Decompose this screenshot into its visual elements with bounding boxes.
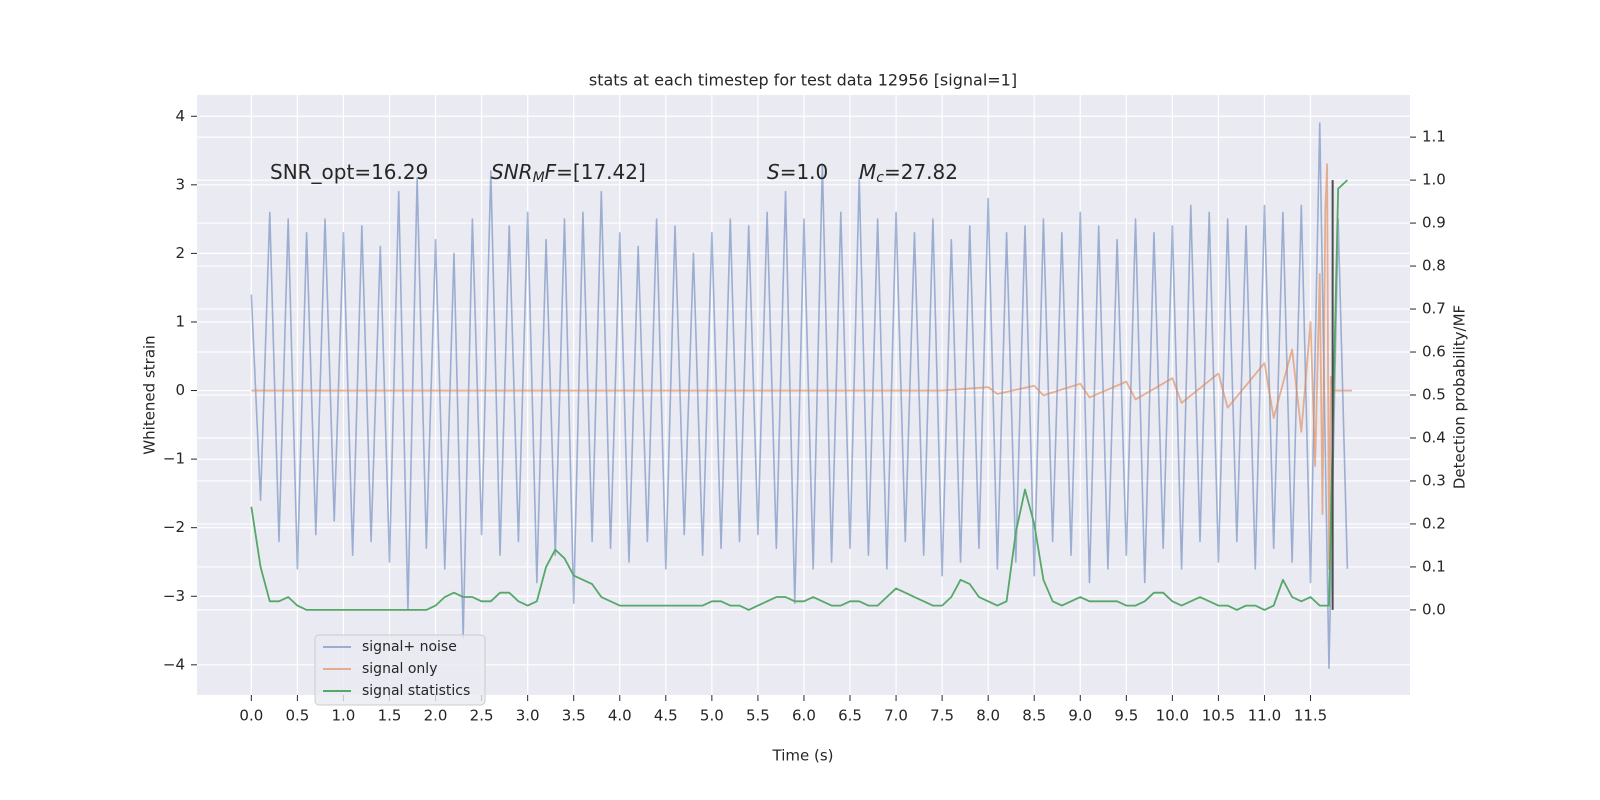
x-tick-label: 7.5 [930,707,954,725]
series-line [250,122,1349,670]
annotation-run: =[17.42] [556,160,646,184]
y-tick-label: −2 [163,518,185,536]
chart-title: stats at each timestep for test data 129… [589,71,1017,90]
y2-tick-label: 0.7 [1422,300,1446,318]
x-tick-label: 9.0 [1068,707,1092,725]
x-tick-label: 6.5 [838,707,862,725]
x-tick-label: 2.0 [424,707,448,725]
x-tick-label: 8.5 [1022,707,1046,725]
x-tick-label: 9.5 [1114,707,1138,725]
x-tick-label: 8.0 [976,707,1000,725]
annotation: SNR_opt=16.29 [270,160,428,184]
y-tick-label: −4 [163,655,185,673]
x-tick-label: 2.5 [470,707,494,725]
x-tick-label: 10.0 [1156,707,1189,725]
x-tick-label: 5.5 [746,707,770,725]
annotation: Mc=27.82 [859,160,958,187]
x-tick-label: 6.0 [792,707,816,725]
x-tick-label: 1.5 [378,707,402,725]
annotation-run: S [767,160,780,184]
y2-tick-label: 0.9 [1422,214,1446,232]
y2-tick-label: 0.4 [1422,428,1446,446]
y2-tick-label: 0.3 [1422,471,1446,489]
x-tick-label: 11.0 [1248,707,1281,725]
annotation-run: SNR_opt=16.29 [270,160,428,184]
x-tick-label: 5.0 [700,707,724,725]
annotation-run: F [545,160,557,184]
x-tick-label: 3.0 [516,707,540,725]
annotation-run: =27.82 [884,160,958,184]
x-axis-label: Time (s) [772,747,834,765]
y-tick-label: −1 [163,450,185,468]
y-tick-label: 2 [175,244,185,262]
legend-label: signal statistics [362,683,470,699]
series-line [250,179,1348,611]
y-tick-label: −3 [163,587,185,605]
y-tick-label: 4 [175,107,185,125]
x-tick-label: 4.5 [654,707,678,725]
x-tick-label: 0.5 [285,707,309,725]
annotation: S=1.0 [767,160,828,184]
annotation-run: M [859,160,876,184]
y-tick-label: 1 [175,312,185,330]
x-tick-label: 4.0 [608,707,632,725]
x-tick-label: 11.5 [1294,707,1327,725]
legend-label: signal only [362,661,437,677]
y-tick-label: 0 [175,381,185,399]
y2-tick-label: 1.0 [1422,171,1446,189]
y2-axis-label: Detection probability/MF [1451,305,1469,489]
series-line [251,163,1352,570]
annotation-run: M [533,170,545,186]
y2-tick-label: 0.1 [1422,557,1446,575]
x-tick-label: 3.5 [562,707,586,725]
y2-tick-label: 0.0 [1422,600,1446,618]
y-axis-label: Whitened strain [141,335,159,454]
x-tick-label: 10.5 [1202,707,1235,725]
legend: signal+ noise signal only signal statistic… [314,634,486,706]
y-tick-label: 3 [175,175,185,193]
annotation-run: =1.0 [780,160,829,184]
legend-label: signal+ noise [362,639,457,655]
y2-tick-label: 0.2 [1422,514,1446,532]
y2-tick-label: 0.8 [1422,257,1446,275]
x-tick-label: 1.0 [332,707,356,725]
annotation: SNRMF=[17.42] [491,160,646,187]
y2-tick-label: 0.6 [1422,343,1446,361]
legend-box [314,634,486,706]
y2-tick-label: 1.1 [1422,128,1446,146]
x-tick-label: 7.0 [884,707,908,725]
annotation-run: c [876,170,884,186]
x-tick-label: 0.0 [239,707,263,725]
y2-tick-label: 0.5 [1422,386,1446,404]
annotation-run: SNR [491,160,533,184]
